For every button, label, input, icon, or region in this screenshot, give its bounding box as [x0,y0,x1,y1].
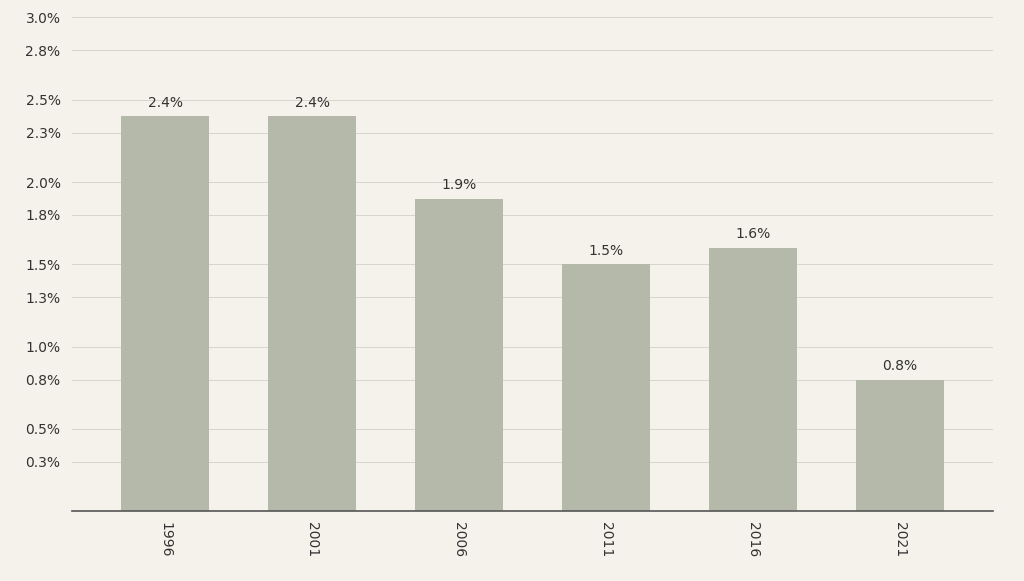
Bar [709,248,797,511]
Text: 1.9%: 1.9% [441,178,476,192]
Text: 1.6%: 1.6% [735,227,770,241]
Bar [121,116,209,511]
Bar [415,199,503,511]
Bar [856,379,944,511]
Bar [562,264,650,511]
Text: 2.4%: 2.4% [147,96,182,110]
Text: 1.5%: 1.5% [589,244,624,258]
Bar [268,116,356,511]
Text: 2.4%: 2.4% [295,96,330,110]
Text: 0.8%: 0.8% [883,359,918,373]
